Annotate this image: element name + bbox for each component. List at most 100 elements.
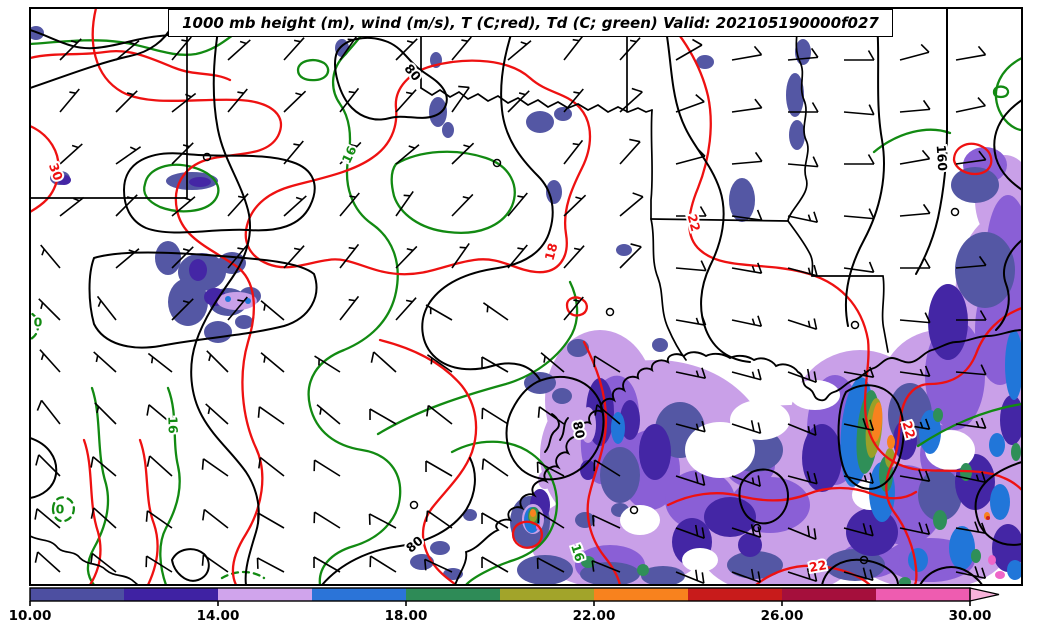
- barb-feather: [126, 92, 134, 96]
- barb-feather: [594, 404, 598, 416]
- barb-feather: [630, 243, 642, 248]
- contour-label: 22: [899, 419, 918, 440]
- barb-feather: [813, 318, 818, 330]
- barb-feather: [182, 300, 190, 304]
- barb-feather: [405, 299, 413, 303]
- wind-barb: [507, 40, 532, 61]
- wind-barb: [59, 143, 83, 165]
- barb-feather: [632, 192, 644, 198]
- barb-feather: [807, 320, 811, 328]
- barb-feather: [925, 523, 931, 535]
- wind-barb: [955, 54, 986, 61]
- precip-fills: [30, 26, 1022, 585]
- barb-feather: [813, 570, 818, 582]
- wind-barb: [426, 510, 453, 529]
- precip-blob: [696, 55, 714, 69]
- barb-feather: [862, 567, 867, 579]
- contour-line: [837, 384, 905, 490]
- barb-feather: [812, 156, 819, 167]
- colorbar-tick-label: 10.00: [9, 608, 52, 624]
- wind-barb: [675, 527, 705, 540]
- wind-barb: [594, 459, 621, 477]
- wind-barb: [171, 298, 194, 321]
- colorbar-tick-label: 22.00: [573, 608, 616, 624]
- wind-barb: [283, 140, 304, 165]
- barb-feather: [348, 90, 356, 94]
- wind-barb: [202, 458, 229, 477]
- wind-barb: [899, 371, 930, 377]
- precip-blob: [802, 424, 842, 492]
- colorbar-segment: [688, 588, 783, 601]
- precip-blob: [530, 490, 710, 585]
- barb-feather: [41, 248, 45, 256]
- barb-feather: [572, 142, 580, 146]
- wind-barb: [731, 160, 762, 165]
- contour-line: [666, 486, 918, 507]
- barb-feather: [754, 151, 763, 162]
- wind-barb: [843, 571, 874, 582]
- precip-blob: [951, 167, 999, 203]
- wind-barbs: [34, 34, 987, 584]
- wind-barb: [259, 456, 285, 477]
- barb-feather: [813, 528, 817, 540]
- barb-feather: [629, 39, 637, 43]
- barb-feather: [146, 455, 151, 467]
- wind-barb: [59, 196, 85, 217]
- barb-feather: [293, 143, 300, 146]
- contour-line: [754, 564, 872, 585]
- barb-feather: [978, 255, 987, 266]
- precip-blob: [429, 97, 447, 127]
- barb-feather: [925, 470, 931, 482]
- wind-barb: [482, 458, 509, 477]
- colorbar-segment: [30, 588, 125, 601]
- wind-barb: [451, 36, 472, 61]
- barb-feather: [924, 365, 931, 377]
- wind-barb: [596, 404, 621, 425]
- contour-line: [143, 163, 220, 213]
- precip-blob: [530, 509, 536, 517]
- barb-feather: [695, 94, 705, 103]
- wind-barb: [369, 513, 397, 529]
- colorbar-arrow: [969, 587, 1000, 602]
- calm-wind-circle: [409, 500, 419, 510]
- barb-feather: [348, 246, 356, 250]
- barb-feather: [754, 98, 763, 109]
- wind-barb: [37, 551, 61, 573]
- wind-barb: [93, 351, 117, 373]
- barb-feather: [34, 508, 38, 520]
- contour-line: [787, 8, 809, 222]
- barb-feather: [811, 102, 819, 113]
- wind-barb: [675, 155, 706, 165]
- barb-feather: [543, 356, 546, 363]
- contour-line: [650, 218, 789, 222]
- wind-barb: [955, 159, 986, 165]
- wind-barb: [592, 514, 621, 529]
- barb-feather: [978, 150, 987, 161]
- map-frame: [29, 7, 1023, 586]
- barb-feather: [462, 195, 470, 200]
- contour-line: [170, 548, 210, 582]
- wind-barb: [675, 100, 705, 113]
- barb-feather: [71, 144, 79, 149]
- barb-feather: [348, 298, 356, 302]
- barb-feather: [757, 368, 762, 380]
- barb-feather: [813, 211, 819, 223]
- wind-barb: [313, 556, 341, 573]
- contour-line: [511, 520, 543, 549]
- barb-feather: [572, 38, 580, 42]
- wind-barb: [40, 244, 61, 269]
- wind-barb: [395, 190, 414, 217]
- barb-feather: [185, 93, 192, 98]
- barb-feather: [751, 318, 756, 326]
- barb-feather: [575, 196, 582, 200]
- calm-wind-circle: [850, 320, 860, 330]
- barb-feather: [750, 524, 755, 536]
- contour-line: [138, 438, 159, 585]
- colorbar-segment: [312, 588, 407, 601]
- precip-blob: [992, 524, 1022, 572]
- precip-blob: [235, 315, 253, 329]
- wind-barb: [563, 245, 585, 269]
- contour-line: [919, 566, 983, 585]
- contour-line: [787, 220, 889, 353]
- wind-barb: [955, 527, 986, 534]
